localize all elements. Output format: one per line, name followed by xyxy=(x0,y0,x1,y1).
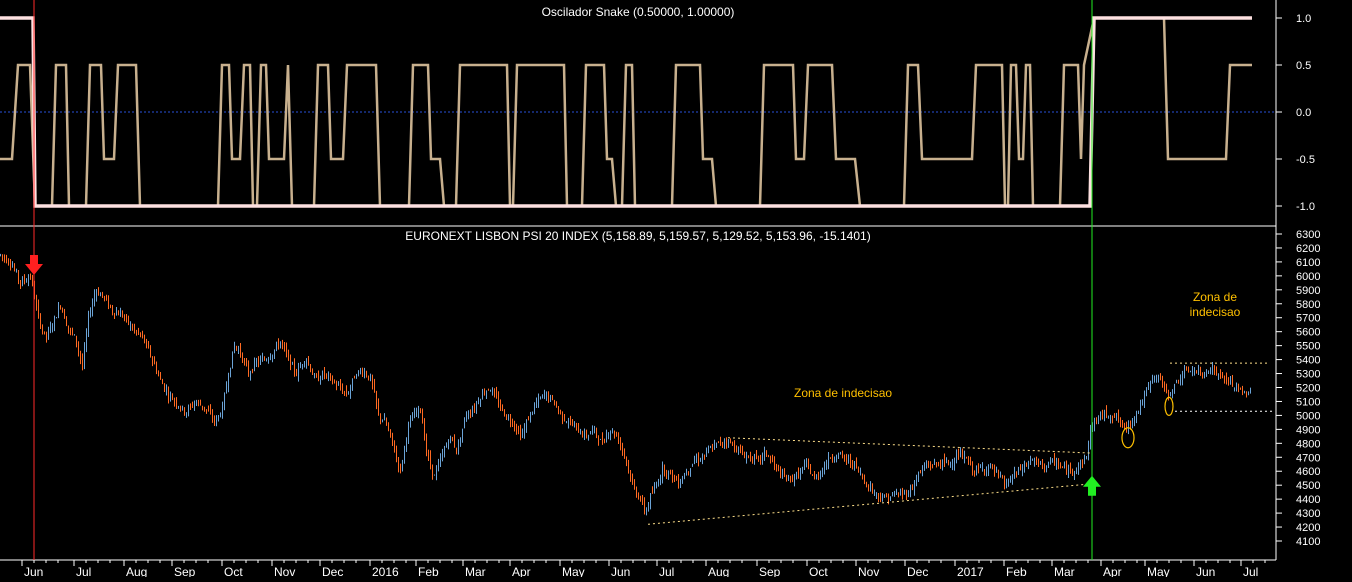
x-tick-label: Apr xyxy=(512,565,531,577)
x-tick-label: Mar xyxy=(465,565,486,577)
price-y-tick-label: 6200 xyxy=(1296,243,1320,255)
price-y-tick-label: 4900 xyxy=(1296,424,1320,436)
x-tick-label: Nov xyxy=(274,565,295,577)
price-y-tick-label: 4800 xyxy=(1296,438,1320,450)
x-tick-label: Feb xyxy=(418,565,439,577)
price-y-tick-label: 5300 xyxy=(1296,369,1320,381)
annotation-zona-right-line1: Zona de xyxy=(1193,290,1237,304)
x-tick-label: Sep xyxy=(759,565,781,577)
price-y-tick-label: 4300 xyxy=(1296,508,1320,520)
x-tick-label: 2017 xyxy=(957,565,984,577)
x-tick-label: Dec xyxy=(322,565,343,577)
price-y-tick-label: 4500 xyxy=(1296,480,1320,492)
x-tick-label: Jun xyxy=(1196,565,1215,577)
osc-y-tick-label: -1.0 xyxy=(1296,201,1315,213)
price-y-tick-label: 4400 xyxy=(1296,494,1320,506)
price-y-tick-label: 5500 xyxy=(1296,341,1320,353)
osc-y-tick-label: 1.0 xyxy=(1296,13,1311,25)
price-title: EURONEXT LISBON PSI 20 INDEX (5,158.89, … xyxy=(405,229,870,243)
osc-y-tick-label: 0.0 xyxy=(1296,107,1311,119)
highlight-circle-b xyxy=(1164,396,1174,416)
price-y-tick-label: 6300 xyxy=(1296,229,1320,241)
x-tick-label: Jul xyxy=(76,565,91,577)
x-tick-label: 2016 xyxy=(372,565,399,577)
annotation-zona-right-line2: indecisao xyxy=(1190,305,1241,319)
osc-y-tick-label: 0.5 xyxy=(1296,60,1311,72)
oscillator-layer: 1.0 0.5 0.0 -0.5 -1.0 xyxy=(0,13,1315,213)
x-tick-label: Aug xyxy=(126,565,147,577)
price-y-tick-label: 4100 xyxy=(1296,536,1320,548)
x-tick-label: Jul xyxy=(659,565,674,577)
x-tick-label: Mar xyxy=(1054,565,1075,577)
price-y-tick-label: 5100 xyxy=(1296,396,1320,408)
price-y-tick-label: 6000 xyxy=(1296,271,1320,283)
price-y-tick-label: 5200 xyxy=(1296,383,1320,395)
highlight-circle-a xyxy=(1121,427,1135,449)
x-tick-label: Dec xyxy=(907,565,928,577)
x-tick-label: Jun xyxy=(24,565,43,577)
price-y-tick-label: 4200 xyxy=(1296,522,1320,534)
x-tick-label: Jun xyxy=(611,565,630,577)
x-tick-label: Jul xyxy=(1243,565,1258,577)
x-tick-label: Feb xyxy=(1006,565,1027,577)
price-y-tick-label: 5800 xyxy=(1296,299,1320,311)
price-y-tick-label: 5400 xyxy=(1296,355,1320,367)
oscillator-title: Oscilador Snake (0.50000, 1.00000) xyxy=(542,5,735,19)
price-y-tick-label: 4600 xyxy=(1296,466,1320,478)
x-tick-label: Apr xyxy=(1103,565,1122,577)
x-tick-label: May xyxy=(1147,565,1170,577)
trend-line-lower xyxy=(647,483,1093,525)
x-tick-label: Nov xyxy=(858,565,879,577)
price-y-tick-label: 6100 xyxy=(1296,257,1320,269)
x-tick-label: Sep xyxy=(174,565,196,577)
snake-signal-line xyxy=(0,16,1252,208)
price-y-tick-label: 5700 xyxy=(1296,313,1320,325)
sell-arrow-icon xyxy=(25,254,43,275)
buy-arrow-icon xyxy=(1083,475,1101,496)
osc-y-tick-label: -0.5 xyxy=(1296,154,1315,166)
x-tick-label: May xyxy=(562,565,585,577)
price-y-tick-label: 5000 xyxy=(1296,410,1320,422)
trend-line-upper xyxy=(727,437,1093,454)
axis-layer: Jun Jul Aug Sep Oct Nov Dec 2016 Feb Mar Apr May Jun… xyxy=(21,560,1266,579)
price-y-tick-label: 5900 xyxy=(1296,285,1320,297)
x-tick-label: Oct xyxy=(809,565,828,577)
price-y-tick-label: 5600 xyxy=(1296,327,1320,339)
price-layer: 6300 6200 6100 6000 5900 5800 5700 5600 5500 5400… xyxy=(0,0,1320,560)
x-tick-label: Oct xyxy=(224,565,243,577)
x-tick-label: Aug xyxy=(708,565,729,577)
annotation-zona-middle: Zona de indecisao xyxy=(794,386,892,400)
price-y-tick-label: 4700 xyxy=(1296,452,1320,464)
